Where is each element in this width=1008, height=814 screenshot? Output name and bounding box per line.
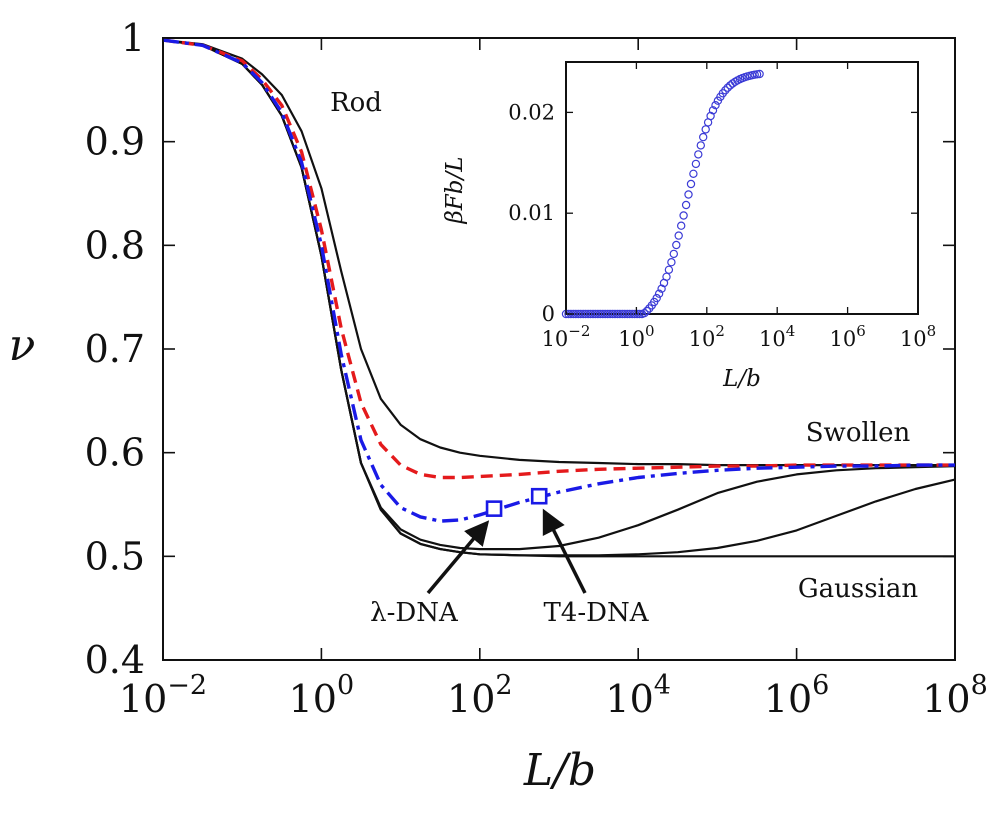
inset-point (708, 106, 718, 115)
y-tick-label: 0.6 (85, 431, 145, 475)
inset-plot: 10−2 100 102 104 106 108 0 0.01 0.02 (508, 61, 936, 351)
inset-point (721, 86, 730, 95)
main-markers-layer (485, 487, 548, 517)
x-tick-label: 104 (605, 670, 671, 721)
inset-point (755, 69, 764, 79)
inset-y-tick-label: 0.01 (508, 201, 555, 225)
inset-point (699, 132, 708, 142)
y-tick-label: 0.9 (85, 120, 145, 164)
main-y-axis-title: ν (9, 320, 36, 371)
inset-points-layer (561, 69, 764, 319)
x-tick-label: 100 (289, 670, 355, 721)
inset-point (689, 169, 698, 178)
inset-point (667, 258, 676, 267)
inset-point (672, 240, 681, 250)
inset-point (691, 159, 701, 169)
x-tick-label: 10−2 (119, 670, 207, 721)
annotation-rod: Rod (330, 88, 382, 118)
series-line-3 (162, 39, 956, 557)
inset-x-tick-label: 108 (900, 322, 936, 351)
arrow-lambda-dna (426, 520, 490, 595)
inset-point (654, 289, 664, 298)
y-tick-label: 0.7 (85, 327, 145, 371)
inset-y-ticks: 0 0.01 0.02 (508, 100, 918, 326)
inset-x-tick-label: 102 (689, 322, 725, 351)
inset-point (696, 141, 706, 150)
arrow-t4-dna (542, 508, 587, 594)
annotation-t4-dna: T4-DNA (543, 598, 649, 628)
inset-point (711, 100, 720, 110)
inset-point (664, 265, 674, 274)
inset-point (681, 200, 691, 210)
series-line-1 (162, 39, 955, 467)
series-line-5 (162, 38, 955, 523)
x-tick-label: 102 (447, 670, 513, 721)
main-y-ticks: 0.4 0.5 0.6 0.7 0.8 0.9 1 (85, 16, 955, 682)
y-tick-label: 1 (121, 16, 145, 60)
annotation-lambda-dna: λ-DNA (370, 598, 459, 628)
x-tick-label: 106 (764, 670, 830, 721)
inset-point (652, 293, 661, 303)
inset-point (669, 249, 679, 259)
y-tick-label: 0.4 (85, 638, 145, 682)
inset-point (674, 231, 683, 240)
inset-y-axis-title: βFb/L (442, 156, 468, 224)
inset-point (677, 221, 686, 230)
inset-x-ticks: 10−2 100 102 104 106 108 (542, 62, 936, 351)
main-series-layer (162, 38, 956, 558)
inset-x-tick-label: 106 (829, 322, 865, 351)
inset-y-tick-label: 0.02 (508, 100, 555, 124)
inset-point (640, 309, 649, 318)
marker-lambda-dna (485, 500, 503, 517)
inset-point (679, 211, 688, 220)
inset-point (686, 179, 696, 189)
inset-point (701, 125, 710, 134)
main-plot: 10−2 100 102 104 106 108 0.4 0.5 0.6 0.7 0.8 0.9 1 (85, 16, 988, 721)
marker-t4-dna (530, 487, 548, 505)
inset-x-tick-label: 10−2 (542, 322, 591, 351)
inset-point (642, 306, 652, 316)
inset-point (684, 190, 693, 199)
inset-point (723, 83, 732, 92)
inset-point (694, 150, 703, 159)
inset-y-tick-label: 0 (542, 302, 555, 326)
inset-x-tick-label: 100 (618, 322, 654, 351)
main-x-ticks: 10−2 100 102 104 106 108 (119, 38, 988, 721)
y-tick-label: 0.5 (85, 534, 145, 578)
inset-point (662, 272, 671, 281)
inset-x-axis-title: L/b (722, 366, 761, 392)
series-line-4 (162, 38, 955, 480)
y-tick-label: 0.8 (85, 223, 145, 267)
x-tick-label: 108 (922, 670, 988, 721)
main-x-axis-title: L/b (523, 745, 596, 796)
annotation-gaussian: Gaussian (798, 574, 919, 604)
inset-x-tick-label: 104 (759, 322, 795, 351)
annotation-swollen: Swollen (806, 418, 911, 448)
inset-frame (565, 61, 919, 315)
